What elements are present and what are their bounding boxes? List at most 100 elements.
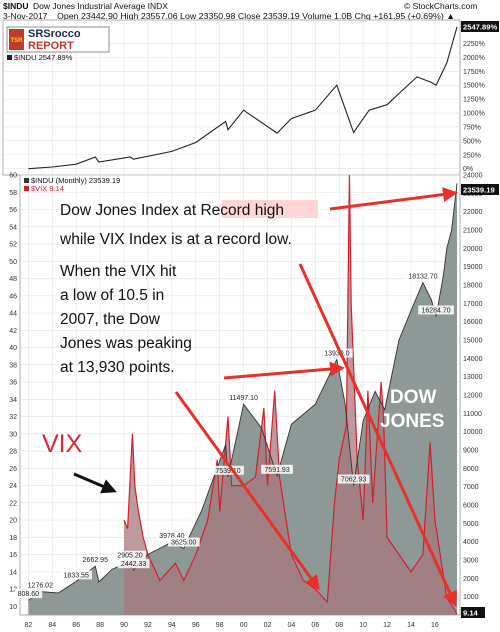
left-y-tick-label: 46 xyxy=(9,293,17,300)
annotation-arrows xyxy=(73,187,458,607)
top-y-tick-label: 1500% xyxy=(463,83,485,90)
logo-text: SRSrocco xyxy=(28,28,81,40)
left-y-tick-label: 26 xyxy=(9,466,17,473)
x-tick-label: 86 xyxy=(72,622,80,629)
left-y-tick-label: 34 xyxy=(9,397,17,404)
x-tick-label: 02 xyxy=(264,622,272,629)
top-last-tag: 2547.89% xyxy=(461,21,499,32)
dow-big-label-1: DOW xyxy=(390,387,437,408)
right-y-tick-label: 11000 xyxy=(463,411,482,418)
right-y-tick-label: 19000 xyxy=(463,264,483,271)
annotation-line-5: 2007, the Dow xyxy=(60,311,161,328)
right-y-tick-label: 4000 xyxy=(463,539,479,546)
x-tick-label: 96 xyxy=(192,622,200,629)
left-y-tick-label: 38 xyxy=(9,362,17,369)
left-y-tick-label: 22 xyxy=(9,500,17,507)
x-tick-label: 10 xyxy=(359,622,367,629)
right-y-tick-label: 13000 xyxy=(463,374,483,381)
left-y-tick-label: 60 xyxy=(9,173,17,180)
dow-data-label: 2905.20 xyxy=(114,550,146,560)
dow-legend-label: $INDU (Monthly) 23539.19 xyxy=(31,176,120,185)
right-y-tick-label: 12000 xyxy=(463,393,483,400)
x-tick-label: 08 xyxy=(335,622,343,629)
dow-last-tag: 23539.19 xyxy=(461,184,499,195)
svg-text:2662.95: 2662.95 xyxy=(83,557,108,564)
top-y-tick-label: 0% xyxy=(463,166,473,173)
dow-data-label: 18132.70 xyxy=(405,271,441,281)
left-y-tick-label: 24 xyxy=(9,483,17,490)
dow-data-label: 1833.55 xyxy=(60,570,93,580)
left-y-tick-label: 20 xyxy=(9,518,17,525)
top-y-tick-label: 250% xyxy=(463,152,481,159)
top-y-tick-label: 1750% xyxy=(463,69,485,76)
arrow-to-2007-peak xyxy=(223,361,345,380)
chart-header: $INDU Dow Jones Industrial Average INDX … xyxy=(3,1,477,21)
x-tick-label: 12 xyxy=(383,622,391,629)
left-y-tick-label: 56 xyxy=(9,207,17,214)
dow-data-label: 11497.10 xyxy=(225,393,262,403)
x-tick-label: 00 xyxy=(240,622,248,629)
left-y-tick-label: 40 xyxy=(9,345,17,352)
left-y-tick-label: 50 xyxy=(9,259,17,266)
svg-text:1276.02: 1276.02 xyxy=(28,583,53,590)
vix-last-tag: 9.14 xyxy=(461,607,485,618)
vix-line xyxy=(123,174,458,615)
top-y-tick-label: 1250% xyxy=(463,97,485,104)
right-y-axis: 1000 2000 3000 4000 5000 6000 7000 8000 9000 1000… xyxy=(463,173,483,602)
left-y-tick-label: 18 xyxy=(9,535,17,542)
right-y-tick-label: 10000 xyxy=(463,429,483,436)
svg-text:7591.93: 7591.93 xyxy=(264,467,289,474)
annotation-line-6: Jones was peaking xyxy=(60,335,192,352)
svg-text:7539.10: 7539.10 xyxy=(215,468,240,475)
right-y-tick-label: 20000 xyxy=(463,246,483,253)
right-y-tick-label: 2000 xyxy=(463,576,479,583)
left-y-tick-label: 14 xyxy=(9,569,17,576)
top-last-value: 2547.89% xyxy=(463,23,497,32)
vix-last-value: 9.14 xyxy=(463,609,479,618)
x-tick-label: 98 xyxy=(216,622,224,629)
annotation-line-1: Dow Jones Index at Record high xyxy=(60,202,284,219)
left-y-tick-label: 28 xyxy=(9,449,17,456)
right-y-tick-label: 21000 xyxy=(463,228,483,235)
dow-data-label: 3978.40 xyxy=(155,531,188,541)
svg-text:3625.00: 3625.00 xyxy=(171,540,196,547)
dow-data-label: 3625.00 xyxy=(167,537,200,547)
top-y-tick-label: 2000% xyxy=(463,55,485,62)
svg-text:3978.40: 3978.40 xyxy=(159,533,184,540)
svg-text:2442.33: 2442.33 xyxy=(121,561,146,568)
x-tick-label: 06 xyxy=(311,622,319,629)
right-y-tick-label: 7000 xyxy=(463,484,479,491)
dow-data-label: 1276.02 xyxy=(24,580,57,590)
annotation-line-2: while VIX Index is at a record low. xyxy=(59,231,292,248)
annotation-line-3: When the VIX hit xyxy=(60,263,177,280)
svg-text:808.60: 808.60 xyxy=(18,591,40,598)
top-legend-label: $INDU 2547.89% xyxy=(14,53,73,62)
top-y-tick-label: 2250% xyxy=(463,41,485,48)
header-symbol: $INDU xyxy=(3,1,29,11)
right-y-tick-label: 18000 xyxy=(463,283,483,290)
dow-data-label: 7539.10 xyxy=(212,465,244,475)
x-tick-label: 84 xyxy=(48,622,56,629)
right-y-tick-label: 17000 xyxy=(463,301,483,308)
vix-legend-label: $VIX 9.14 xyxy=(31,184,64,193)
left-y-tick-label: 16 xyxy=(9,552,17,559)
dow-line xyxy=(28,183,458,601)
vix-big-label: VIX xyxy=(42,430,83,458)
left-y-tick-label: 42 xyxy=(9,328,17,335)
dow-data-label: 13930.0 xyxy=(320,348,353,358)
x-tick-label: 04 xyxy=(288,622,296,629)
logo-badge: TSR xyxy=(11,38,24,44)
top-y-tick-label: 1000% xyxy=(463,111,485,118)
right-y-tick-label: 16000 xyxy=(463,319,483,326)
header-date: 3-Nov-2017 xyxy=(3,11,48,21)
x-axis: 82 84 86 88 90 92 94 96 98 00 02 04 06 08 10 12 14 16 xyxy=(24,622,438,629)
svg-text:11497.10: 11497.10 xyxy=(229,395,258,402)
dow-data-label: 2442.33 xyxy=(117,559,150,569)
left-y-tick-label: 30 xyxy=(9,431,17,438)
svg-text:1833.55: 1833.55 xyxy=(64,572,89,579)
vix-area xyxy=(124,175,457,615)
dow-data-label: 2662.95 xyxy=(79,555,112,565)
x-tick-label: 88 xyxy=(96,622,104,629)
x-tick-label: 14 xyxy=(407,622,415,629)
